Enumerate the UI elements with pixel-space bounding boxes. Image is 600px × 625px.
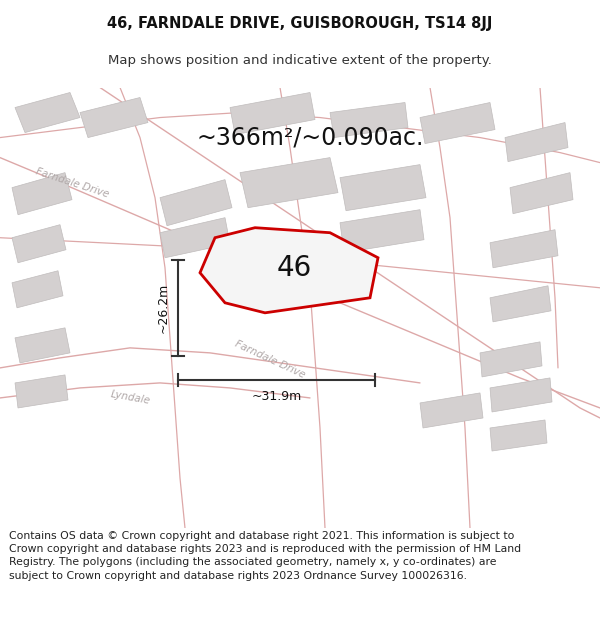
- Polygon shape: [230, 92, 315, 134]
- Polygon shape: [340, 164, 426, 211]
- Polygon shape: [330, 102, 408, 138]
- Text: Lyndale: Lyndale: [109, 389, 151, 406]
- Polygon shape: [160, 179, 232, 226]
- Polygon shape: [490, 286, 551, 322]
- Polygon shape: [480, 342, 542, 377]
- Polygon shape: [15, 92, 80, 132]
- Polygon shape: [12, 271, 63, 308]
- Text: ~366m²/~0.090ac.: ~366m²/~0.090ac.: [196, 126, 424, 149]
- Polygon shape: [200, 228, 378, 313]
- Text: ~31.9m: ~31.9m: [251, 390, 302, 403]
- Text: Farndale Drive: Farndale Drive: [34, 166, 110, 199]
- Polygon shape: [420, 393, 483, 428]
- Text: 46: 46: [277, 254, 313, 282]
- Polygon shape: [505, 122, 568, 162]
- Text: Contains OS data © Crown copyright and database right 2021. This information is : Contains OS data © Crown copyright and d…: [9, 531, 521, 581]
- Text: Farndale Drive: Farndale Drive: [233, 339, 307, 381]
- Polygon shape: [15, 375, 68, 408]
- Polygon shape: [240, 158, 338, 208]
- Polygon shape: [12, 173, 72, 214]
- Polygon shape: [490, 230, 558, 268]
- Polygon shape: [340, 209, 424, 252]
- Text: 46, FARNDALE DRIVE, GUISBOROUGH, TS14 8JJ: 46, FARNDALE DRIVE, GUISBOROUGH, TS14 8J…: [107, 16, 493, 31]
- Polygon shape: [12, 225, 66, 262]
- Polygon shape: [420, 102, 495, 144]
- Polygon shape: [15, 328, 70, 363]
- Polygon shape: [490, 420, 547, 451]
- Text: Map shows position and indicative extent of the property.: Map shows position and indicative extent…: [108, 54, 492, 68]
- Polygon shape: [510, 173, 573, 214]
- Polygon shape: [160, 217, 230, 258]
- Polygon shape: [490, 378, 552, 412]
- Text: ~26.2m: ~26.2m: [157, 282, 170, 333]
- Polygon shape: [80, 98, 148, 138]
